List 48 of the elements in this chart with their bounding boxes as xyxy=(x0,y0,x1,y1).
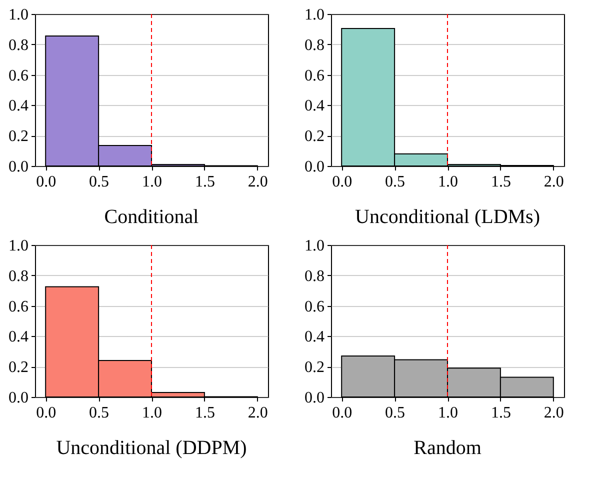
x-tick-label: 0.5 xyxy=(385,174,406,190)
text: Random xyxy=(414,437,482,459)
y-tick-label: 0.6 xyxy=(8,67,28,84)
y-tick-label: 0.4 xyxy=(8,98,28,115)
y-tick-label: 0.2 xyxy=(8,128,28,146)
y-tick-label: 0.0 xyxy=(304,390,324,406)
y-tick-label: 0.8 xyxy=(8,268,28,285)
y-tick-label: 0.8 xyxy=(304,36,324,54)
x-tick-label: 0.5 xyxy=(89,404,110,422)
y-tick-label: 0.0 xyxy=(8,390,28,406)
y-tick-label: 0.0 xyxy=(304,158,324,176)
x-tick-label: 2.0 xyxy=(544,174,564,190)
y-tick-label: 1.0 xyxy=(304,238,324,254)
y-tick-label: 0.8 xyxy=(8,36,28,54)
x-tick-label: 1.0 xyxy=(142,174,162,190)
x-tick-label: 0.0 xyxy=(36,404,56,422)
y-tick-label: 0.0 xyxy=(8,158,28,176)
x-tick-label: 1.0 xyxy=(142,404,162,422)
y-tick-label: 0.2 xyxy=(304,128,324,146)
y-tick-label: 0.8 xyxy=(304,268,324,285)
text: Unconditional (LDMs) xyxy=(355,206,540,228)
text: Unconditional (DDPM) xyxy=(56,437,247,459)
y-tick-label: 0.4 xyxy=(304,98,324,115)
y-tick-label: 0.4 xyxy=(8,328,28,346)
y-tick-label: 0.2 xyxy=(304,359,324,376)
text: Conditional xyxy=(104,206,200,228)
y-tick-label: 1.0 xyxy=(8,238,28,254)
x-tick-label: 1.5 xyxy=(490,404,511,422)
x-tick-label: 0.0 xyxy=(36,174,56,190)
y-tick-label: 1.0 xyxy=(8,6,28,24)
x-tick-label: 1.5 xyxy=(490,174,511,190)
x-tick-label: 1.5 xyxy=(194,404,215,422)
x-tick-label: 1.0 xyxy=(438,404,458,422)
x-tick-label: 2.0 xyxy=(544,404,564,422)
x-tick-label: 2.0 xyxy=(248,174,268,190)
y-tick-label: 1.0 xyxy=(304,6,324,24)
x-tick-label: 0.0 xyxy=(332,174,352,190)
x-tick-label: 0.5 xyxy=(385,404,406,422)
x-tick-label: 2.0 xyxy=(248,404,268,422)
x-tick-label: 1.5 xyxy=(194,174,215,190)
y-tick-label: 0.4 xyxy=(304,328,324,346)
y-tick-label: 0.6 xyxy=(304,298,324,316)
x-tick-label: 0.5 xyxy=(89,174,110,190)
x-tick-label: 0.0 xyxy=(332,404,352,422)
y-tick-label: 0.6 xyxy=(304,67,324,84)
y-tick-label: 0.2 xyxy=(8,359,28,376)
y-tick-label: 0.6 xyxy=(8,298,28,316)
x-tick-label: 1.0 xyxy=(438,174,458,190)
